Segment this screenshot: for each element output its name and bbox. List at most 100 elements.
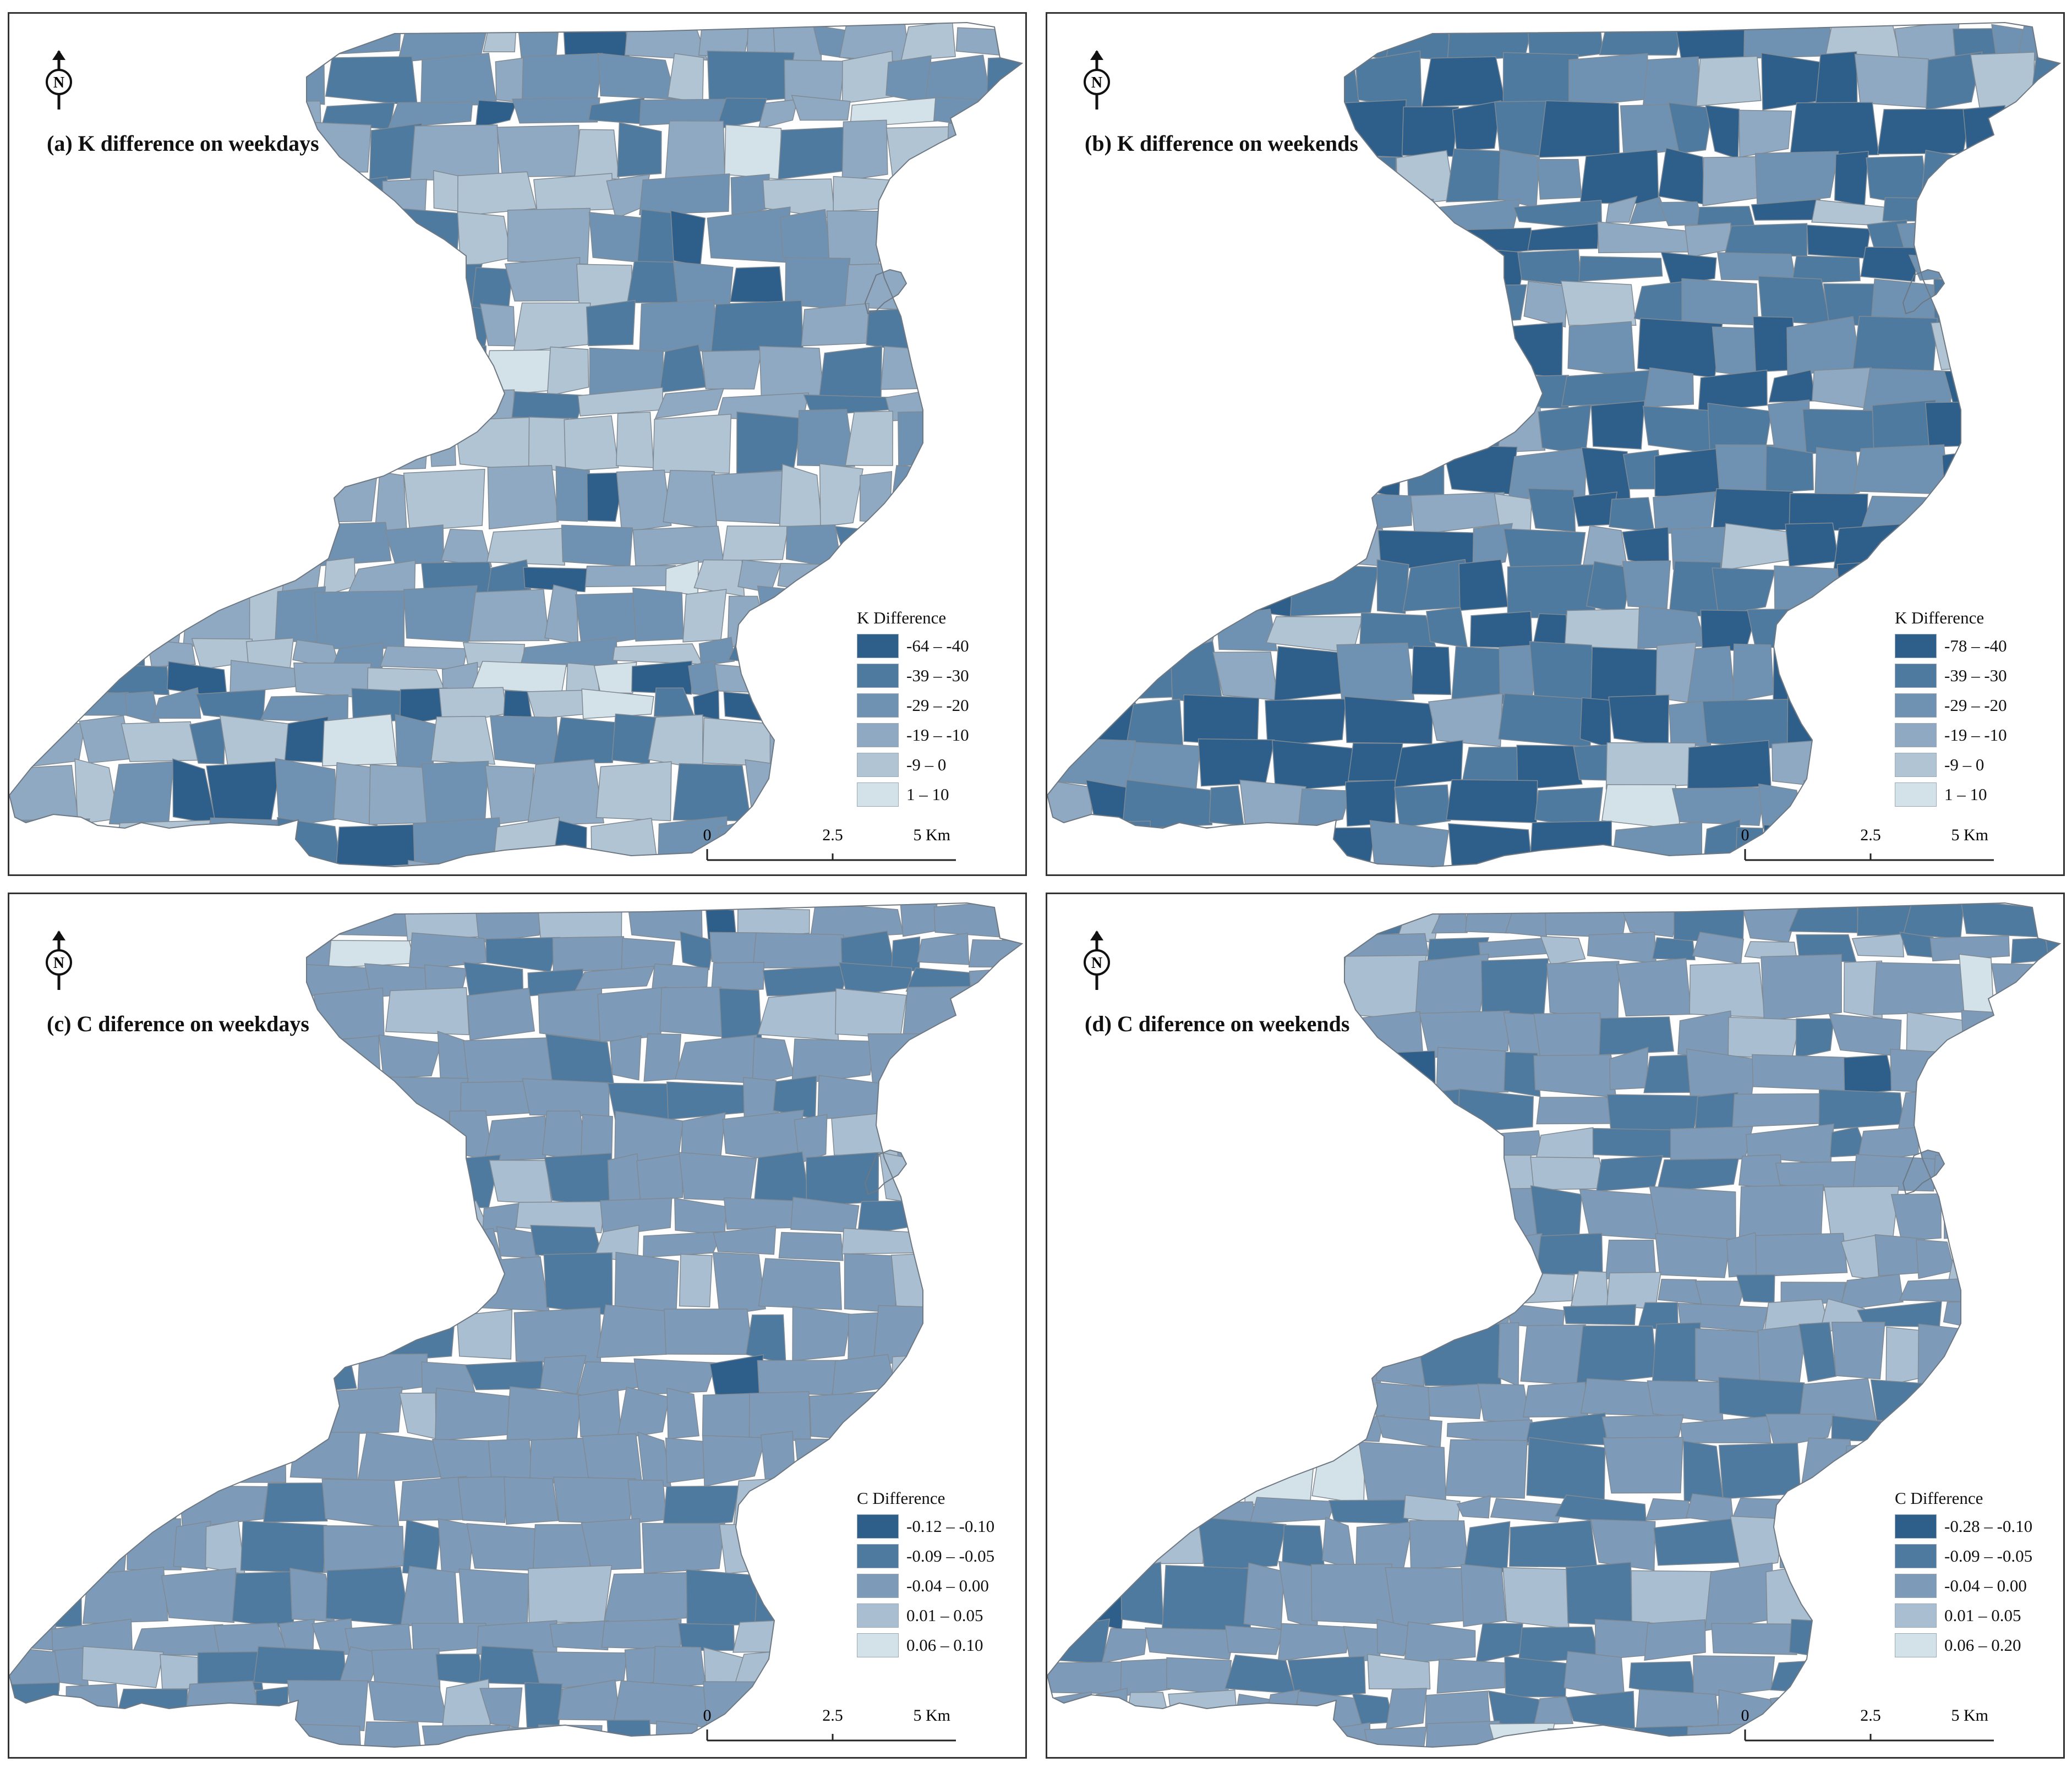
district-polygon bbox=[817, 1075, 903, 1120]
district-polygon bbox=[533, 173, 614, 212]
district-polygon bbox=[895, 1075, 966, 1120]
legend-swatch bbox=[1895, 1603, 1937, 1628]
district-polygon bbox=[1262, 319, 1309, 379]
district-polygon bbox=[1512, 1272, 1575, 1304]
district-polygon bbox=[654, 388, 724, 419]
district-polygon bbox=[504, 256, 581, 302]
legend-label: -0.04 – 0.00 bbox=[1944, 1576, 2027, 1595]
district-polygon bbox=[841, 119, 888, 182]
district-polygon bbox=[1959, 954, 1994, 1017]
district-polygon bbox=[1304, 1328, 1383, 1386]
district-polygon bbox=[1894, 23, 1960, 62]
district-polygon bbox=[9, 1476, 75, 1524]
district-polygon bbox=[666, 1081, 756, 1120]
district-polygon bbox=[277, 817, 342, 867]
district-polygon bbox=[1277, 873, 1345, 875]
district-polygon bbox=[9, 1518, 91, 1576]
district-polygon bbox=[212, 103, 279, 127]
district-polygon bbox=[552, 936, 625, 973]
district-polygon bbox=[979, 472, 1022, 529]
district-polygon bbox=[1258, 490, 1323, 529]
district-polygon bbox=[325, 56, 418, 106]
district-polygon bbox=[67, 557, 165, 593]
district-polygon bbox=[1105, 1326, 1167, 1387]
district-polygon bbox=[9, 1035, 78, 1084]
district-polygon bbox=[1047, 225, 1096, 254]
district-polygon bbox=[1854, 53, 1933, 108]
district-polygon bbox=[9, 410, 99, 472]
district-polygon bbox=[262, 172, 353, 216]
district-polygon bbox=[1801, 780, 1871, 825]
district-polygon bbox=[1942, 446, 2025, 498]
district-polygon bbox=[252, 861, 336, 867]
district-polygon bbox=[1916, 1239, 1955, 1279]
district-polygon bbox=[1581, 447, 1631, 500]
district-polygon bbox=[933, 903, 1008, 938]
district-polygon bbox=[1563, 1304, 1637, 1326]
district-polygon bbox=[513, 302, 591, 353]
district-polygon bbox=[795, 1438, 853, 1484]
district-polygon bbox=[1233, 869, 1288, 875]
district-polygon bbox=[9, 557, 75, 592]
district-polygon bbox=[868, 524, 935, 563]
district-polygon bbox=[581, 1518, 642, 1571]
district-polygon bbox=[648, 714, 703, 770]
district-polygon bbox=[1415, 953, 1490, 1016]
panel-title: (d) C diference on weekends bbox=[1085, 1011, 1350, 1036]
scale-tick-1: 2.5 bbox=[1860, 1706, 1881, 1725]
district-polygon bbox=[1009, 212, 1022, 264]
district-polygon bbox=[1119, 1275, 1170, 1310]
district-polygon bbox=[919, 304, 1009, 348]
district-polygon bbox=[797, 1567, 838, 1630]
district-polygon bbox=[1950, 205, 2019, 227]
district-polygon bbox=[998, 1235, 1022, 1256]
legend-item: -0.09 – -0.05 bbox=[857, 1541, 994, 1571]
district-polygon bbox=[369, 764, 428, 825]
district-polygon bbox=[733, 1475, 822, 1527]
district-polygon bbox=[1264, 1689, 1300, 1728]
district-polygon bbox=[1017, 1725, 1022, 1747]
district-polygon bbox=[82, 1197, 170, 1233]
district-polygon bbox=[1693, 1655, 1775, 1699]
district-polygon bbox=[1386, 372, 1458, 411]
district-polygon bbox=[248, 1109, 312, 1162]
district-polygon bbox=[575, 966, 655, 990]
district-polygon bbox=[2015, 1160, 2060, 1195]
district-polygon bbox=[61, 264, 127, 310]
legend-item: 0.06 – 0.20 bbox=[1895, 1630, 2032, 1660]
district-polygon bbox=[734, 1647, 829, 1686]
district-polygon bbox=[1277, 1238, 1330, 1282]
legend-item: -39 – -30 bbox=[1895, 661, 2007, 691]
district-polygon bbox=[484, 1115, 546, 1161]
district-polygon bbox=[1568, 53, 1649, 107]
district-polygon bbox=[1818, 1089, 1904, 1131]
district-polygon bbox=[1131, 1186, 1224, 1240]
district-polygon bbox=[9, 1387, 45, 1443]
district-polygon bbox=[2001, 222, 2032, 258]
legend-label: -29 – -20 bbox=[1944, 696, 2007, 715]
district-polygon bbox=[1925, 51, 1983, 111]
district-polygon bbox=[818, 345, 883, 398]
district-polygon bbox=[686, 1569, 761, 1627]
district-polygon bbox=[880, 346, 947, 390]
scale-tick-0: 0 bbox=[1741, 826, 1750, 844]
district-polygon bbox=[86, 463, 158, 527]
district-polygon bbox=[115, 1688, 188, 1731]
district-polygon bbox=[752, 1037, 795, 1085]
district-polygon bbox=[841, 1228, 931, 1255]
district-polygon bbox=[190, 1226, 242, 1260]
district-polygon bbox=[1358, 1441, 1447, 1503]
scale-bar: 0 2.5 5 Km bbox=[703, 1706, 956, 1742]
district-polygon bbox=[1456, 1495, 1491, 1519]
district-polygon bbox=[1196, 1326, 1269, 1386]
district-polygon bbox=[2024, 1727, 2060, 1747]
district-polygon bbox=[1998, 399, 2060, 453]
district-polygon bbox=[702, 1435, 767, 1487]
district-polygon bbox=[196, 1083, 248, 1119]
district-polygon bbox=[69, 1224, 107, 1259]
district-polygon bbox=[76, 94, 143, 125]
district-polygon bbox=[1409, 225, 1458, 258]
district-polygon bbox=[597, 52, 677, 100]
district-polygon bbox=[528, 417, 570, 473]
district-polygon bbox=[62, 300, 102, 352]
